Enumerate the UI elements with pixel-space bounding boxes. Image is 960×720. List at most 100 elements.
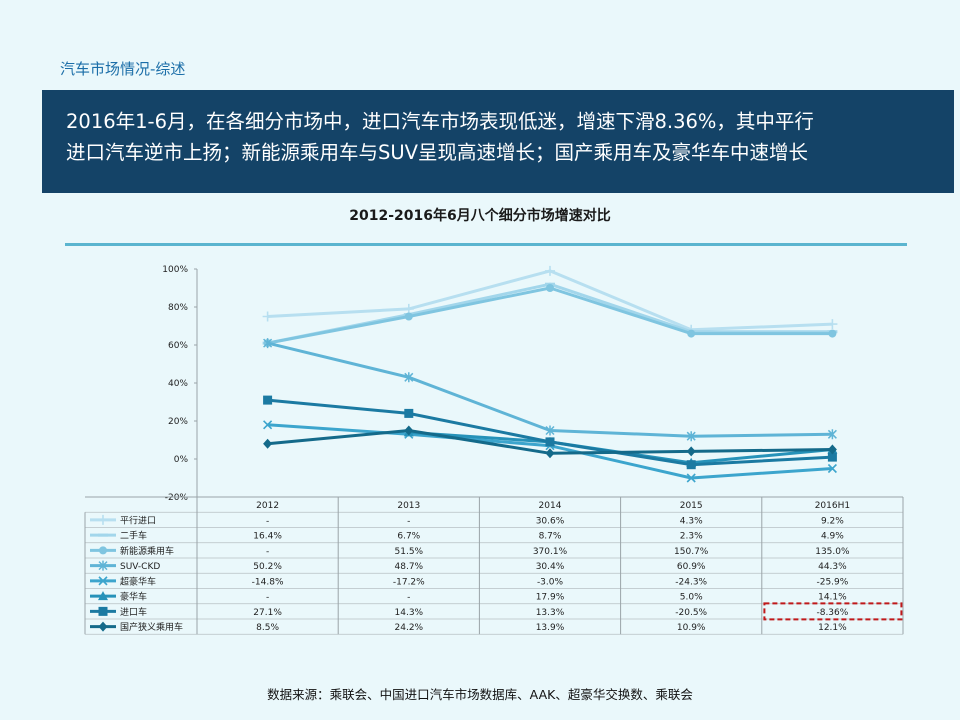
data-point <box>686 431 696 442</box>
table-cell: -24.3% <box>675 577 707 587</box>
headline-line-1: 2016年1-6月，在各细分市场中，进口汽车市场表现低迷，增速下滑8.36%，其… <box>66 110 814 133</box>
data-point <box>827 444 837 455</box>
y-tick-label: 40% <box>168 379 188 389</box>
table-cell: 8.5% <box>256 623 279 633</box>
table-cell: - <box>407 593 410 603</box>
table-cell: 2.3% <box>680 532 703 542</box>
table-cell: 370.1% <box>533 547 568 557</box>
x-tick-label: 2013 <box>397 501 420 511</box>
table-cell: 44.3% <box>818 562 847 572</box>
table-cell: 50.2% <box>253 562 282 572</box>
table-cell: - <box>407 516 410 526</box>
table-cell: 24.2% <box>395 623 424 633</box>
x-tick-label: 2014 <box>539 501 562 511</box>
y-tick-label: 0% <box>174 455 189 465</box>
table-cell: - <box>266 516 269 526</box>
table-cell: 5.0% <box>680 593 703 603</box>
series-line-0 <box>267 269 833 332</box>
legend-label: 平行进口 <box>120 514 156 526</box>
series-line-3 <box>267 341 833 438</box>
table-cell: 4.9% <box>821 532 844 542</box>
data-point <box>545 437 555 447</box>
table-cell: -8.36% <box>816 608 848 618</box>
table-cell: 27.1% <box>253 608 282 618</box>
table-cell: 48.7% <box>395 562 424 572</box>
table-cell: 30.4% <box>536 562 565 572</box>
data-point <box>545 265 555 276</box>
table-cell: 51.5% <box>395 547 424 557</box>
data-point <box>686 460 696 470</box>
table-cell: 60.9% <box>677 562 706 572</box>
table-cell: 14.1% <box>818 593 847 603</box>
data-point <box>545 425 555 436</box>
table-cell: -25.9% <box>816 577 848 587</box>
section-title: 汽车市场情况-综述 <box>60 60 186 78</box>
table-cell: -3.0% <box>537 577 564 587</box>
data-point <box>828 329 837 338</box>
chart-title: 2012-2016年6月八个细分市场增速对比 <box>349 208 611 224</box>
legend-label: 二手车 <box>120 530 147 542</box>
title-divider <box>65 243 907 246</box>
x-tick-label: 2012 <box>256 501 279 511</box>
data-point <box>263 420 273 430</box>
data-point <box>827 429 837 440</box>
legend-key-marker <box>98 533 108 537</box>
table-cell: 14.3% <box>395 608 424 618</box>
data-point <box>404 408 414 418</box>
data-point <box>827 452 837 462</box>
data-point <box>263 438 273 449</box>
data-point <box>262 311 273 322</box>
legend-key-marker <box>98 606 108 616</box>
table-cell: -17.2% <box>393 577 425 587</box>
highlight-box <box>763 602 903 621</box>
table-cell: 9.2% <box>821 516 844 526</box>
data-point <box>263 338 273 349</box>
data-point <box>827 463 837 474</box>
y-tick-label: 20% <box>168 417 188 427</box>
data-point <box>403 303 414 314</box>
series-line-2 <box>267 286 833 345</box>
table-cell: 8.7% <box>539 532 562 542</box>
table-cell: -14.8% <box>252 577 284 587</box>
legend-label: 豪华车 <box>120 591 147 603</box>
table-cell: 12.1% <box>818 623 847 633</box>
y-tick-label: 80% <box>168 303 188 313</box>
legend-label: 国产狭义乘用车 <box>120 621 183 633</box>
data-point <box>545 448 555 459</box>
table-cell: 4.3% <box>680 516 703 526</box>
data-point <box>546 284 554 292</box>
data-point <box>686 473 696 483</box>
data-point <box>404 312 413 321</box>
data-point <box>404 372 414 383</box>
headline-banner: 2016年1-6月，在各细分市场中，进口汽车市场表现低迷，增速下滑8.36%，其… <box>42 90 954 193</box>
table-cell: 16.4% <box>253 532 282 542</box>
y-tick-label: 100% <box>162 265 188 275</box>
legend-key-marker <box>98 560 108 571</box>
table-cell: 30.6% <box>536 516 565 526</box>
table-cell: 17.9% <box>536 593 565 603</box>
table-cell: 6.7% <box>397 532 420 542</box>
table-cell: 13.9% <box>536 623 565 633</box>
table-cell: - <box>266 593 269 603</box>
table-cell: 135.0% <box>815 547 850 557</box>
legend-key-marker <box>99 546 107 555</box>
data-point <box>687 329 696 338</box>
data-point <box>404 425 414 436</box>
table-cell: 150.7% <box>674 547 709 557</box>
legend-label: 超豪华车 <box>120 575 156 587</box>
x-tick-label: 2016H1 <box>815 501 850 511</box>
data-source-note: 数据来源：乘联会、中国进口汽车市场数据库、AAK、超豪华交换数、乘联会 <box>267 687 693 702</box>
legend-label: SUV-CKD <box>120 562 160 572</box>
legend-label: 新能源乘用车 <box>120 545 174 557</box>
series-line-5 <box>408 430 833 465</box>
table-cell: -20.5% <box>675 608 707 618</box>
legend-key-marker <box>98 621 108 632</box>
table-cell: - <box>266 547 269 557</box>
data-point <box>827 319 838 330</box>
y-tick-label: 60% <box>168 341 188 351</box>
legend-key-marker <box>98 514 108 525</box>
headline-line-2: 进口汽车逆市上扬；新能源乘用车与SUV呈现高速增长；国产乘用车及豪华车中速增长 <box>66 141 808 164</box>
legend-key-marker <box>98 576 108 586</box>
table-cell: 10.9% <box>677 623 706 633</box>
